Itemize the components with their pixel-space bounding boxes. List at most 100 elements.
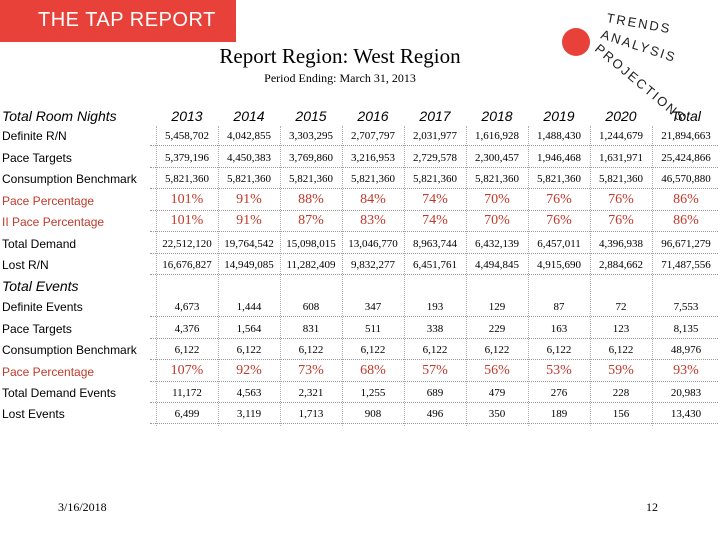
column-divider (466, 126, 467, 426)
row-label: Lost Events (2, 407, 65, 421)
table-cell: 5,821,360 (289, 173, 333, 185)
row-label: Definite R/N (2, 129, 67, 143)
table-cell: 4,915,690 (537, 259, 581, 271)
table-cell: 1,631,971 (599, 152, 643, 164)
row-divider (150, 404, 718, 424)
row-divider (150, 319, 718, 339)
row-label: Definite Events (2, 300, 83, 314)
table-cell: 72 (615, 301, 627, 313)
table-cell: 53% (546, 363, 572, 378)
table-cell: 16,676,827 (162, 259, 212, 271)
table-cell: 6,122 (608, 344, 634, 356)
table-cell: 1,616,928 (475, 130, 519, 142)
table-cell: 87% (298, 213, 324, 228)
table-cell: 5,821,360 (165, 173, 209, 185)
column-divider (342, 126, 343, 426)
table-cell: 91% (236, 192, 262, 207)
table-cell: 107% (170, 363, 204, 378)
table-row: Consumption Benchmark 6,122 6,122 6,122 6,12… (0, 340, 720, 360)
row-divider (150, 212, 718, 232)
row-divider (150, 148, 718, 168)
table-cell: 163 (550, 323, 568, 335)
table-cell: 11,172 (172, 387, 202, 399)
table-cell: 3,769,860 (289, 152, 333, 164)
table-cell: 5,379,196 (165, 152, 209, 164)
table-cell: 101% (170, 192, 204, 207)
year-header-8: Total (671, 108, 701, 124)
column-divider (404, 126, 405, 426)
row-label: Consumption Benchmark (2, 343, 137, 357)
table-cell: 48,976 (670, 344, 702, 356)
table-cell: 6,122 (360, 344, 386, 356)
page-number: 12 (646, 500, 658, 514)
table-cell: 479 (488, 387, 506, 399)
table-row: II Pace Percentage 101% 91% 87% 83% 74% 70% 76%… (0, 212, 720, 232)
table-cell: 4,042,855 (227, 130, 271, 142)
year-header-1: 2014 (233, 108, 265, 124)
table-cell: 228 (612, 387, 630, 399)
table-cell: 908 (364, 408, 382, 420)
table-cell: 76% (546, 213, 572, 228)
row-divider (150, 255, 718, 275)
table-row: Pace Percentage 101% 91% 88% 84% 74% 70% 76% 76%… (0, 191, 720, 211)
year-header-4: 2017 (419, 108, 451, 124)
table-cell: 91% (236, 213, 262, 228)
table-cell: 74% (422, 213, 448, 228)
table-cell: 15,098,015 (286, 238, 336, 250)
year-header-5: 2018 (481, 108, 513, 124)
table-cell: 57% (422, 363, 448, 378)
year-header-7: 2020 (605, 108, 637, 124)
table-cell: 87 (553, 301, 565, 313)
table-cell: 338 (426, 323, 444, 335)
row-label: Consumption Benchmark (2, 172, 137, 186)
table-cell: 59% (608, 363, 634, 378)
row-divider (150, 234, 718, 254)
report-title: Report Region: West Region (219, 44, 461, 68)
row-label: Pace Targets (2, 322, 72, 336)
table-row: Consumption Benchmark 5,821,360 5,821,360 5… (0, 169, 720, 189)
table-cell: 5,821,360 (599, 173, 643, 185)
year-header-2: 2015 (295, 108, 327, 124)
column-divider (156, 126, 157, 426)
table-cell: 193 (426, 301, 444, 313)
table-cell: 92% (236, 363, 262, 378)
table-cell: 7,553 (673, 301, 699, 313)
table-cell: 1,564 (236, 323, 262, 335)
table-cell: 5,458,702 (165, 130, 209, 142)
table-cell: 6,499 (174, 408, 200, 420)
table-cell: 276 (550, 387, 568, 399)
table-row: Pace Targets 5,379,196 4,450,383 3,769,860 3… (0, 148, 720, 168)
table-cell: 56% (484, 363, 510, 378)
table-row: Total Demand 22,512,120 19,764,542 15,098,0… (0, 234, 720, 254)
table-cell: 5,821,360 (227, 173, 271, 185)
year-header-0: 2013 (171, 108, 203, 124)
footer-date: 3/16/2018 (58, 500, 107, 514)
table-cell: 229 (488, 323, 506, 335)
table-cell: 84% (360, 192, 386, 207)
year-header-6: 2019 (543, 108, 575, 124)
table-cell: 74% (422, 192, 448, 207)
table-cell: 5,821,360 (475, 173, 519, 185)
table-cell: 2,884,662 (599, 259, 643, 271)
logo-dot-icon (562, 28, 590, 56)
row-label: Total Demand (2, 237, 77, 251)
table-cell: 73% (298, 363, 324, 378)
table-cell: 11,282,409 (286, 259, 336, 271)
table-cell: 93% (673, 363, 699, 378)
table-row: Pace Percentage 107% 92% 73% 68% 57% 56% 53% 59%… (0, 362, 720, 382)
table-cell: 13,046,770 (348, 238, 398, 250)
table-row: Lost R/N 16,676,827 14,949,085 11,282,409 9,… (0, 255, 720, 275)
table-cell: 1,488,430 (537, 130, 581, 142)
table-cell: 21,894,663 (661, 130, 711, 142)
table-cell: 68% (360, 363, 386, 378)
row-divider (150, 126, 718, 146)
column-divider (652, 126, 653, 426)
row-divider (150, 169, 718, 189)
table-cell: 20,983 (670, 387, 702, 399)
table-cell: 3,119 (236, 408, 262, 420)
table-cell: 101% (170, 213, 204, 228)
table-cell: 86% (673, 213, 699, 228)
table-cell: 6,122 (422, 344, 448, 356)
row-label: II Pace Percentage (2, 215, 105, 229)
trends-analysis-projections-logo: TRENDS ANALYSIS PROJECTIONS (562, 10, 689, 120)
